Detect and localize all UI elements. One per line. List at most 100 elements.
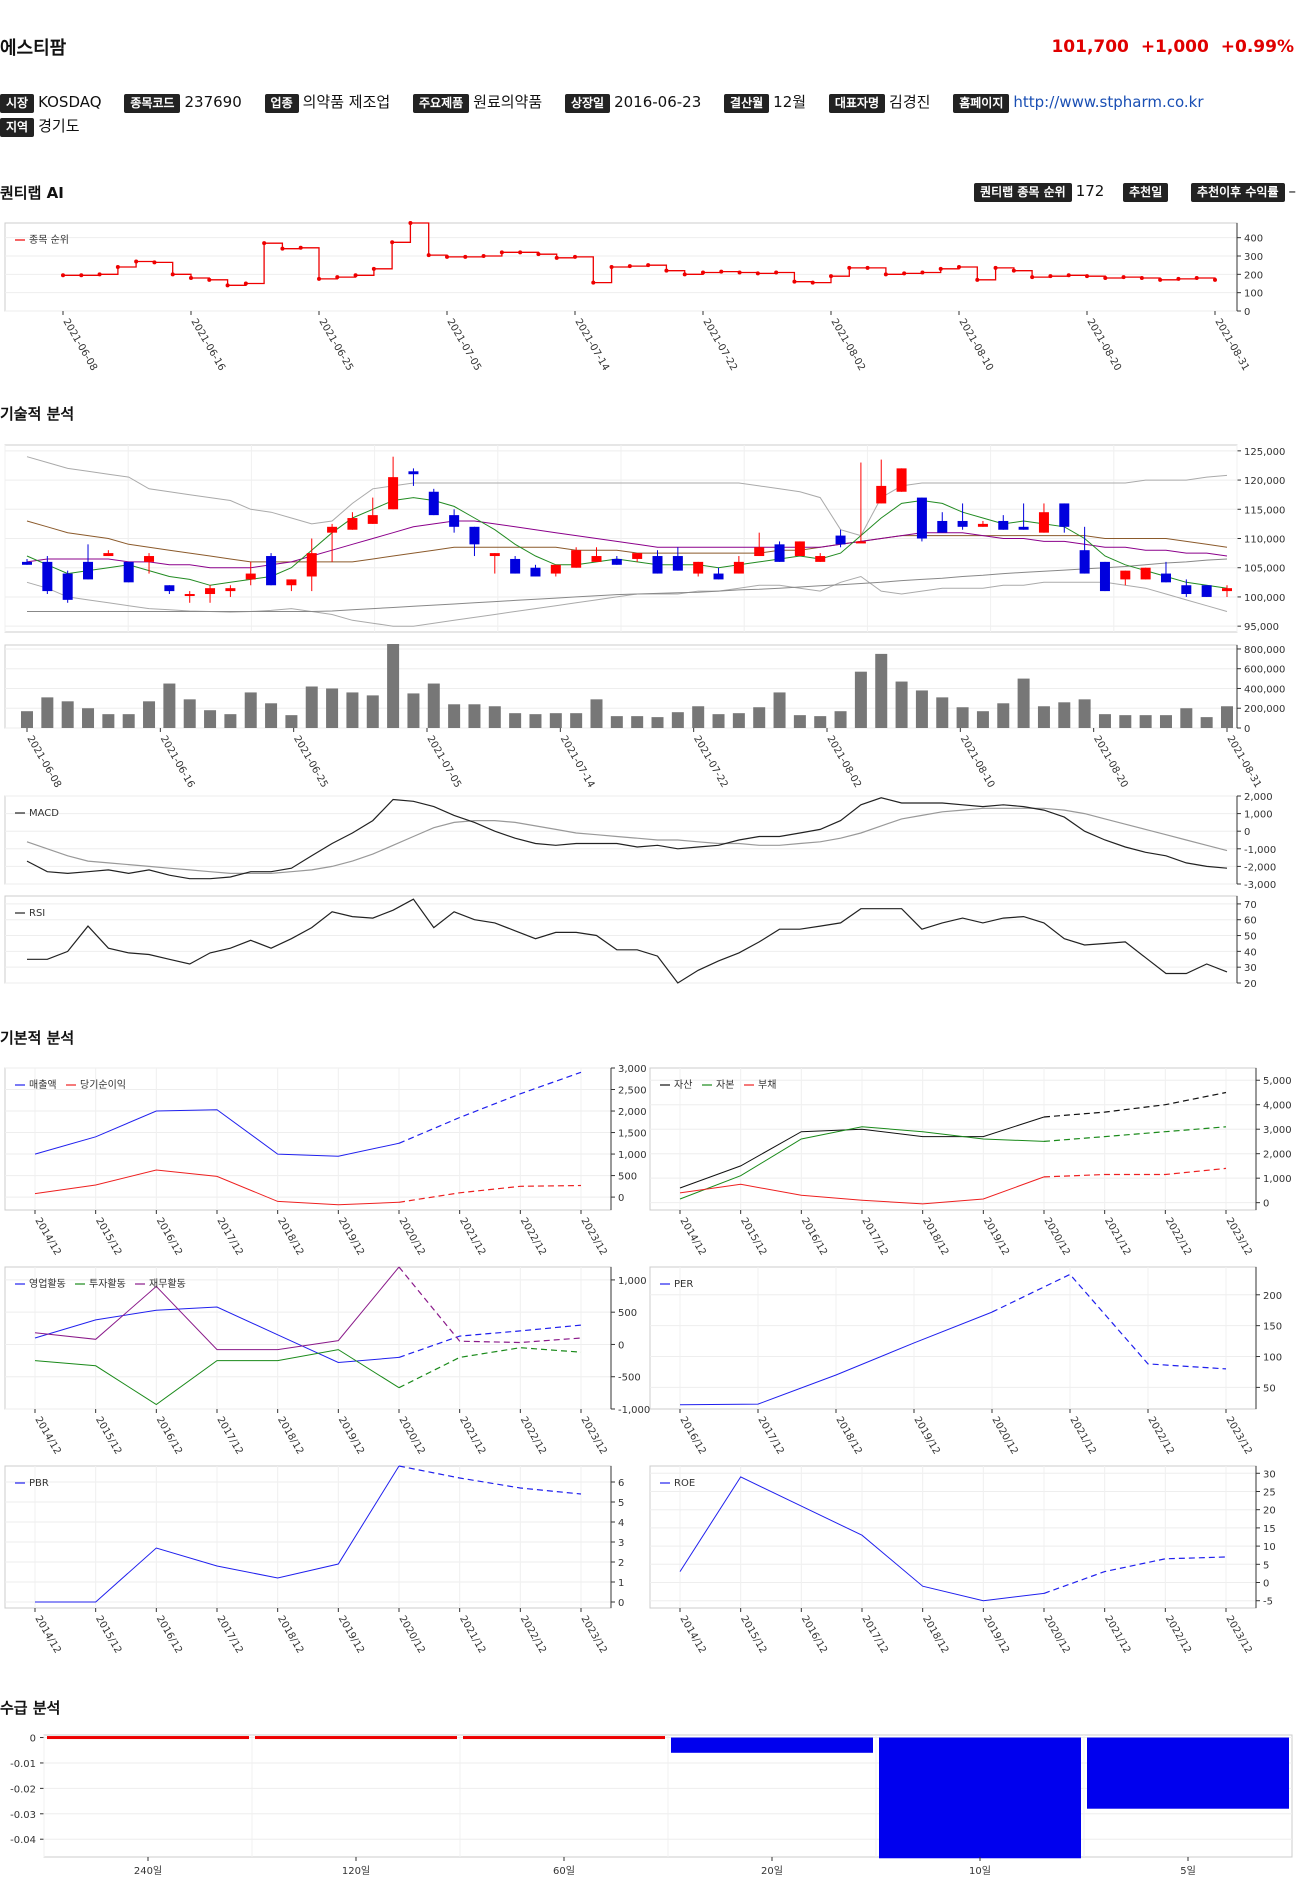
fin-balance-chart-ytick-label: 3,000 (1263, 1125, 1292, 1136)
volume-x-xtick-label: 2021-07-05 (424, 734, 463, 790)
rsi-chart-ytick-label: 40 (1244, 947, 1257, 958)
rank-x-xtick-label: 2021-07-14 (572, 317, 611, 373)
company-name: 에스티팜 (0, 38, 67, 59)
rank-chart-ytick-label: 0 (1244, 307, 1250, 318)
ai-badges: 퀀티랩 종목 순위 172 추천일 추천이후 수익률 – (960, 182, 1296, 202)
macd-chart-ytick-label: 0 (1244, 827, 1250, 838)
rank-point (335, 275, 340, 280)
fin-pbr-series-forecast (398, 1465, 582, 1495)
volume-bar (1180, 708, 1193, 728)
fin-per-x-xtick-label: 2018/12 (833, 1415, 863, 1456)
fin-pbr-chart-ytick-label: 4 (618, 1518, 624, 1529)
fin-revenue-chart: 0 500 1,000 1,500 2,000 2,500 3,000 (4, 1064, 647, 1211)
fin-cashflow-legend-label: 영업활동 (29, 1277, 66, 1290)
rank-point (426, 253, 431, 258)
candle-body (205, 588, 216, 595)
fin-revenue-chart-ytick-label: 3,000 (618, 1064, 647, 1075)
fin-balance-x-xtick-label: 2020/12 (1041, 1216, 1071, 1257)
candle-body (977, 523, 988, 527)
volume-bar (997, 703, 1010, 728)
fin-revenue-x-xtick-label: 2022/12 (518, 1216, 548, 1257)
fin-balance-legend: 자산 자본 부채 (660, 1079, 776, 1091)
candle-body (388, 477, 399, 510)
rank-x-xtick-label: 2021-07-05 (444, 317, 483, 373)
region-value: 경기도 (38, 117, 80, 135)
supply-ytick-label: -0.01 (10, 1759, 36, 1770)
fin-per-legend-label: PER (674, 1279, 693, 1290)
candle-chart-ytick-label: 125,000 (1244, 447, 1285, 458)
candle-body (245, 573, 256, 580)
rsi-chart-ytick-label: 20 (1244, 979, 1257, 990)
candle-body (327, 526, 338, 533)
volume-bar (1058, 702, 1071, 728)
fin-cashflow-legend-label: 투자활동 (89, 1277, 126, 1290)
candle-body (937, 520, 948, 533)
code-tag: 종목코드 (124, 94, 181, 113)
fin-per-x-xtick-label: 2020/12 (989, 1415, 1019, 1456)
fin-roe-x-xtick-label: 2023/12 (1223, 1614, 1253, 1655)
ma5-line (26, 497, 1228, 589)
fin-balance-x-xtick-label: 2018/12 (920, 1216, 950, 1257)
rank-point (1194, 276, 1199, 280)
product-tag: 주요제품 (412, 94, 470, 113)
fin-cashflow-x-xtick-label: 2021/12 (457, 1415, 487, 1456)
rank-point (408, 221, 413, 225)
market-value: KOSDAQ (38, 93, 102, 111)
candle-body (1059, 503, 1070, 527)
rank-point (298, 245, 303, 250)
volume-bar (427, 683, 440, 728)
fin-cashflow-chart-ytick-label: -500 (618, 1373, 641, 1384)
rank-point (701, 270, 705, 275)
rank-point (207, 277, 212, 282)
volume-chart-ytick-label: 0 (1244, 724, 1250, 735)
fin-per-chart-ytick-label: 150 (1263, 1322, 1282, 1333)
fin-cashflow-legend-label: 재무활동 (149, 1277, 186, 1290)
homepage-link[interactable]: http://www.stpharm.co.kr (1013, 93, 1204, 111)
candle-body (774, 544, 785, 562)
fin-roe-x-xtick-label: 2018/12 (920, 1614, 950, 1655)
fin-revenue-legend-label: 당기순이익 (80, 1079, 126, 1091)
ma120-line (27, 558, 1228, 612)
rank-chart: 0 100 200 300 400 (4, 221, 1263, 318)
supply-ytick-label: -0.04 (10, 1835, 36, 1846)
volume-bar (407, 693, 420, 728)
ceo-value: 김경진 (889, 93, 931, 111)
volume-bar (570, 713, 583, 728)
candle-body (1018, 526, 1029, 530)
volume-bar (773, 692, 786, 728)
rank-point (957, 265, 961, 269)
industry-tag: 업종 (264, 94, 299, 113)
macd-legend-label: MACD (29, 808, 59, 819)
rank-point (262, 241, 267, 246)
fin-pbr-x-xtick-label: 2014/12 (32, 1614, 62, 1655)
fin-per-chart-ytick-label: 200 (1263, 1291, 1282, 1302)
candle-body (266, 556, 277, 586)
fin-pbr-chart-ytick-label: 6 (618, 1478, 624, 1489)
fin-pbr-x-xtick-label: 2023/12 (578, 1614, 608, 1655)
supply-bar (255, 1736, 457, 1740)
volume-chart-ytick-label: 200,000 (1244, 704, 1285, 715)
rank-point (152, 260, 157, 265)
rank-point (353, 273, 358, 278)
volume-bar (590, 699, 603, 728)
volume-bar (732, 713, 745, 728)
supply-xtick-label: 20일 (761, 1865, 783, 1877)
fin-balance-legend-label: 자산 (674, 1079, 692, 1091)
fin-balance-chart-ytick-label: 0 (1263, 1199, 1269, 1210)
fin-balance-x-xtick-label: 2019/12 (981, 1216, 1011, 1257)
rank-point (79, 273, 84, 278)
rank-point (774, 270, 779, 275)
candle-body (916, 497, 927, 539)
volume-bar (1159, 715, 1172, 728)
fin-pbr-chart-ytick-label: 5 (618, 1498, 624, 1509)
candle-body (103, 553, 114, 557)
candle-body (469, 526, 480, 545)
candle-body (713, 573, 724, 580)
rank-tag: 퀀티랩 종목 순위 (974, 183, 1072, 202)
fin-cashflow-legend: 영업활동 투자활동 재무활동 (15, 1277, 186, 1290)
fin-revenue-series-forecast (398, 1071, 582, 1144)
candle-body (286, 579, 297, 586)
rank-point (1103, 276, 1108, 280)
rank-point (115, 265, 120, 269)
macd-chart-ytick-label: 1,000 (1244, 810, 1273, 821)
